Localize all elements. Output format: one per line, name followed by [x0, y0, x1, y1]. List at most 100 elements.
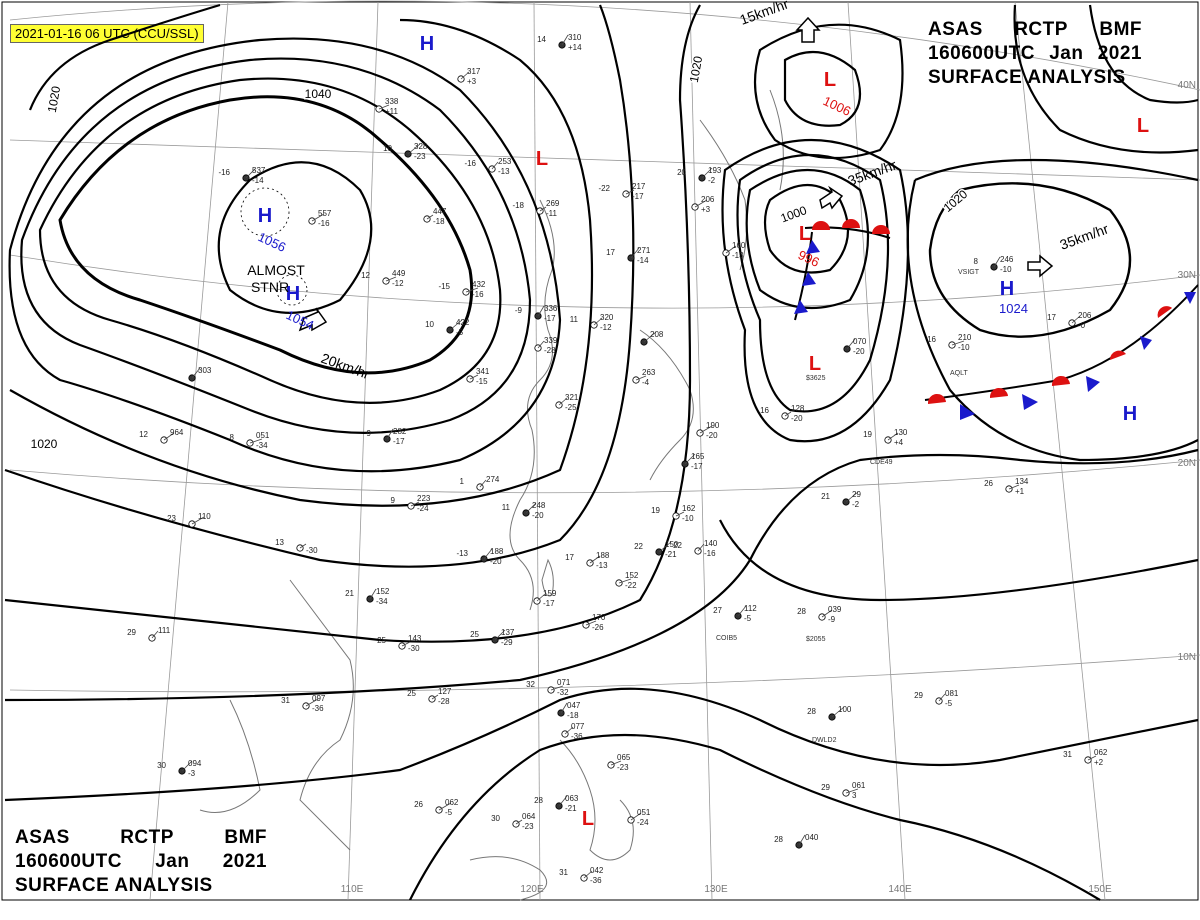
station-pressure: 140 — [704, 539, 718, 548]
station-pressure: 432 — [472, 280, 486, 289]
isobar-value-label: 1020 — [31, 437, 58, 451]
station-tendency: -34 — [376, 597, 388, 606]
station-temperature: 9 — [367, 429, 372, 438]
station-pressure: 557 — [318, 209, 332, 218]
station-tendency: -12 — [600, 323, 612, 332]
wind-barb — [401, 641, 411, 647]
wind-barb — [431, 694, 439, 700]
station-tendency: -23 — [617, 763, 629, 772]
station-pressure: 081 — [945, 689, 959, 698]
station-temperature: 10 — [425, 320, 434, 329]
station-pressure: 065 — [617, 753, 631, 762]
station-tendency: -2 — [708, 176, 716, 185]
wind-barb — [593, 317, 603, 326]
station-temperature: 8 — [974, 257, 979, 266]
station-temperature: 28 — [797, 607, 806, 616]
station-tendency: 3 — [852, 791, 857, 800]
move-arrow-east-high — [1027, 254, 1054, 278]
station-tendency: -5 — [744, 614, 752, 623]
station-tendency: -12 — [392, 279, 404, 288]
isobar-1012b — [719, 519, 1199, 602]
station-pressure: 094 — [188, 759, 202, 768]
station-pressure: 964 — [170, 428, 184, 437]
isobar-value-label: 1020 — [687, 55, 705, 84]
wind-barb — [369, 588, 377, 600]
station-pressure: 112 — [744, 604, 757, 613]
isobar-1008-south — [409, 733, 1101, 901]
wind-barb — [479, 479, 487, 488]
station-tendency: -30 — [306, 546, 318, 555]
isobar-siberian-high-inner — [217, 161, 373, 314]
station-pressure: 271 — [637, 246, 651, 255]
station-pressure: 110 — [198, 512, 211, 521]
wind-barb — [385, 276, 397, 282]
move-arrow-west-high — [298, 307, 328, 332]
header-year: 2021 — [222, 851, 267, 872]
coast-borneo — [469, 856, 548, 901]
low-pressure-center: L — [582, 808, 594, 830]
high-pressure-center: H — [1123, 403, 1137, 425]
ship-callsign: $3625 — [806, 375, 826, 382]
station-pressure: 165 — [691, 452, 705, 461]
station-temperature: 22 — [673, 541, 682, 550]
station-pressure: 100 — [838, 705, 852, 714]
station-pressure: 063 — [565, 794, 579, 803]
station-pressure: 206 — [701, 195, 715, 204]
station-pressure: 152 — [376, 587, 390, 596]
station-tendency: -3 — [188, 769, 196, 778]
station-pressure: 127 — [438, 687, 452, 696]
station-pressure: 150 — [665, 540, 679, 549]
wind-barb — [181, 760, 193, 772]
station-tendency: -20 — [532, 511, 544, 520]
station-tendency: -21 — [665, 550, 677, 559]
wind-barb — [887, 432, 899, 441]
station-tendency: -17 — [632, 192, 644, 201]
isobar-1020-west — [4, 4, 635, 568]
station-temperature: 19 — [651, 506, 660, 515]
map-frame — [1, 1, 1199, 901]
wind-barb — [449, 319, 463, 331]
wind-barb — [539, 206, 547, 212]
isobar-low-1012 — [721, 139, 910, 443]
low-pressure-center: L — [824, 69, 836, 91]
wind-barb — [697, 543, 705, 552]
station-pressure: 206 — [1078, 311, 1092, 320]
station-pressure: 152 — [625, 571, 639, 580]
station-pressure: 159 — [543, 589, 557, 598]
station-temperature: 8 — [230, 433, 235, 442]
wind-barb — [658, 541, 672, 553]
station-temperature: 21 — [821, 492, 830, 501]
wind-barb — [684, 453, 696, 465]
wind-barb — [1071, 315, 1081, 324]
wind-barb — [845, 491, 859, 503]
meridian-110e — [347, 1, 379, 901]
station-temperature: 13 — [275, 538, 284, 547]
wind-barb — [618, 578, 632, 584]
station-temperature: 31 — [1063, 750, 1072, 759]
station-temperature: -9 — [515, 306, 523, 315]
station-pressure: 111 — [158, 626, 171, 635]
station-temperature: 31 — [559, 868, 568, 877]
isobar-1020-upper — [28, 3, 221, 111]
station-pressure: 320 — [600, 313, 614, 322]
isobar-low-1004 — [745, 168, 870, 310]
station-temperature: 17 — [606, 248, 615, 257]
header-time: 160600UTC — [928, 43, 1035, 64]
graticule — [9, 0, 1200, 901]
station-pressure: 162 — [682, 504, 696, 513]
wind-barb — [378, 104, 390, 110]
longitude-label: 120E — [520, 884, 544, 895]
station-temperature: 29 — [914, 691, 923, 700]
station-tendency: -16 — [704, 549, 716, 558]
header-title: SURFACE ANALYSIS — [928, 67, 1126, 88]
wind-barb — [245, 167, 257, 179]
station-markers — [148, 34, 1097, 882]
warm-front-semicircles — [812, 219, 1172, 404]
wind-barb — [191, 367, 201, 379]
station-pressure: 210 — [958, 333, 972, 342]
station-tendency: -0 — [1078, 321, 1086, 330]
ship-callsign: DWLD2 — [812, 737, 837, 744]
movement-arrows — [298, 16, 1054, 332]
station-pressure: 341 — [476, 367, 490, 376]
